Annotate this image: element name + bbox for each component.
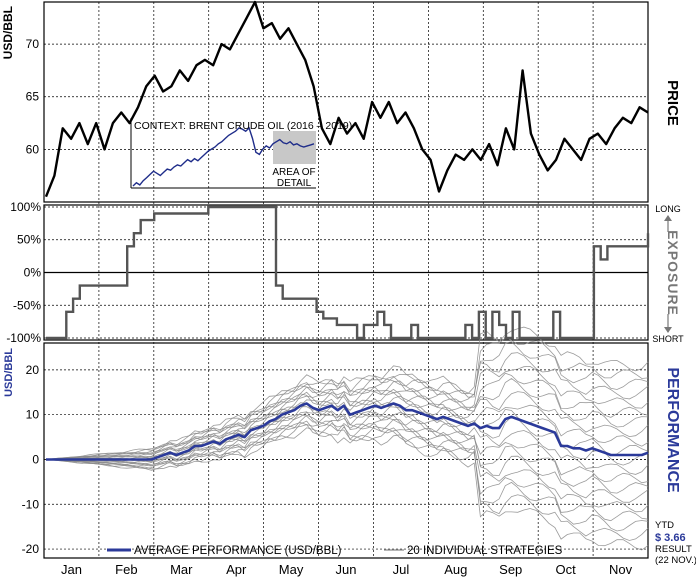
inset-title: CONTEXT: BRENT CRUDE OIL (2016 – 2019) (134, 120, 352, 132)
month-label-jun: Jun (336, 562, 357, 577)
performance-side-label: PERFORMANCE (664, 367, 681, 493)
strategy-line (45, 414, 649, 513)
inset-detail-area (273, 131, 316, 164)
inset-detail-label: DETAIL (277, 178, 312, 189)
month-label-jan: Jan (61, 562, 82, 577)
month-label-may: May (279, 562, 304, 577)
month-label-mar: Mar (170, 562, 193, 577)
strategy-line (45, 420, 649, 522)
inset-series-line (132, 126, 315, 187)
strategy-line (45, 378, 649, 460)
price-series-line (44, 0, 649, 198)
inset-detail-label: AREA OF (272, 167, 315, 178)
exposure-tick-label: 0% (24, 266, 42, 280)
frame-layer (43, 1, 649, 559)
exposure-short-label: SHORT (652, 334, 684, 344)
month-label-apr: Apr (226, 562, 247, 577)
exposure-tick-label: 50% (17, 233, 41, 247)
exposure-tick-label: 100% (10, 200, 41, 214)
price-ylabel: USD/BBL (1, 6, 15, 59)
legend-strategies-label: 20 INDIVIDUAL STRATEGIES (407, 545, 563, 557)
exposure-tick-label: -100% (6, 331, 41, 345)
exposure-series-line (46, 205, 650, 340)
performance-tick-label: 10 (26, 408, 40, 422)
strategy-line (45, 411, 649, 503)
text-layer: Jan Feb Mar Apr May Jun Jul Aug Sep Oct Nov 60 65 70 U… (1, 6, 696, 577)
price-tick-label: 65 (26, 90, 40, 104)
performance-panel-frame (43, 342, 649, 559)
strategy-line (45, 326, 649, 460)
strategy-line (45, 420, 649, 541)
performance-tick-label: 20 (26, 363, 40, 377)
price-tick-label: 70 (26, 37, 40, 51)
ytd-result-label: RESULT (655, 544, 692, 555)
strategy-line (45, 410, 649, 484)
strategies-layer (45, 326, 649, 551)
legend-average-label: AVERAGE PERFORMANCE (USD/BBL) (134, 545, 342, 557)
exposure-side-label: EXPOSURE (665, 230, 681, 316)
ytd-value: $ 3.66 (655, 532, 686, 544)
exposure-panel-frame (43, 204, 649, 341)
inset-layer: CONTEXT: BRENT CRUDE OIL (2016 – 2019) AR… (130, 118, 352, 189)
price-panel-frame (43, 1, 649, 203)
price-tick-label: 60 (26, 142, 40, 156)
exposure-arrow-up-head (664, 215, 672, 221)
strategy-line (45, 427, 649, 551)
month-label-feb: Feb (115, 562, 137, 577)
strategy-line (45, 395, 649, 461)
performance-tick-label: 0 (32, 452, 39, 466)
performance-tick-label: -20 (22, 542, 40, 556)
performance-ylabel: USD/BBL (3, 348, 15, 397)
month-label-aug: Aug (444, 562, 467, 577)
month-label-jul: Jul (393, 562, 410, 577)
exposure-tick-label: -50% (13, 298, 41, 312)
exposure-long-label: LONG (655, 204, 681, 214)
month-label-sep: Sep (499, 562, 522, 577)
strategy-line (45, 422, 649, 532)
price-side-label: PRICE (664, 80, 681, 126)
series-layer (44, 0, 650, 461)
strategy-line (45, 410, 649, 494)
ytd-label: YTD (655, 520, 674, 531)
performance-tick-label: -10 (22, 497, 40, 511)
exposure-arrow-down-head (664, 327, 672, 333)
ytd-date-label: (22 NOV.) (655, 555, 696, 566)
month-label-oct: Oct (556, 562, 577, 577)
average-performance-line (46, 402, 649, 461)
month-label-nov: Nov (609, 562, 633, 577)
strategy-line (45, 352, 649, 460)
grid-layer (44, 2, 648, 558)
